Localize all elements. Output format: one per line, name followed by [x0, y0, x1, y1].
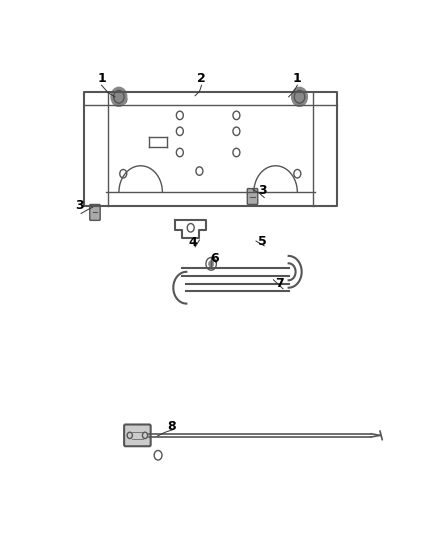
- Text: 1: 1: [97, 72, 106, 85]
- Text: 3: 3: [75, 199, 84, 212]
- Text: 3: 3: [258, 184, 267, 197]
- Text: 1: 1: [293, 72, 302, 85]
- Text: 7: 7: [276, 277, 284, 290]
- Circle shape: [111, 87, 127, 107]
- Text: 8: 8: [167, 420, 176, 433]
- Circle shape: [208, 261, 214, 267]
- FancyBboxPatch shape: [90, 205, 100, 220]
- FancyBboxPatch shape: [124, 424, 151, 446]
- Text: 2: 2: [197, 72, 206, 85]
- FancyBboxPatch shape: [247, 189, 258, 205]
- Text: 4: 4: [188, 236, 197, 249]
- Text: 5: 5: [258, 235, 267, 247]
- Text: 6: 6: [210, 252, 219, 264]
- Circle shape: [292, 87, 307, 107]
